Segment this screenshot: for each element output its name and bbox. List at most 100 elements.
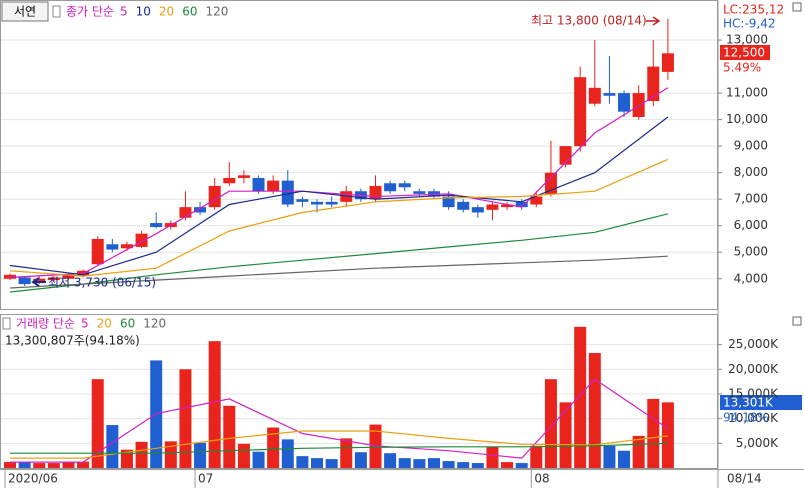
candle-body [179,207,192,218]
volume-bar [267,427,280,468]
candle-body [501,204,514,208]
max-arrow [646,16,661,26]
candle-body [91,238,104,265]
x-tick-label: 2020/06 [8,472,58,486]
min-arrow [31,277,46,287]
candle-body [194,207,207,213]
min-label: 최저 3,730 (06/15) [48,276,156,290]
x-tick-label: 08 [534,472,549,486]
candle-body [281,180,294,205]
candle-body [106,244,119,250]
checkbox[interactable] [52,5,61,18]
close-button[interactable] [792,316,802,326]
legend-item: 60 [182,5,197,19]
candle-body [208,185,221,208]
y-tick-label: 9,000 [734,139,768,153]
legend-item: 120 [205,5,228,19]
candle-body [369,185,382,200]
legend-label: 거래량 단순 [16,317,75,331]
volume-bar [661,402,674,468]
moving-average [9,87,669,278]
volume-bar [194,442,207,468]
volume-tick-label: 20,000K [728,362,779,376]
candle-body [18,277,31,285]
volume-bar [237,443,250,468]
volume-bar [486,446,499,468]
volume-bar [164,441,177,468]
volume-bar [647,398,660,468]
volume-bar [296,456,309,468]
last-date: 08/14 [727,472,762,486]
volume-bar [530,445,543,468]
title: 서연 [14,5,36,19]
candle-body [398,183,411,188]
volume-bar [574,326,587,468]
candle-body [296,199,309,202]
volume-bar [354,452,367,468]
last-volume-label: 13,301K [723,396,774,410]
candle-body [486,204,499,210]
volume-bar [384,453,397,468]
candle-body [4,274,16,279]
candle-body [618,93,631,112]
lc-label: LC:235,12 [723,3,784,17]
volume-bar [632,435,645,468]
volume-tick-label: 5,000K [736,436,779,450]
volume-bar [340,438,353,468]
last-price-label: 12,500 [723,46,765,60]
close-button[interactable] [792,2,802,12]
volume-bar [325,459,338,468]
candle-body [574,77,587,147]
title-box[interactable] [1,1,49,22]
candle-body [471,207,484,213]
volume-bar [427,458,440,468]
candle-body [530,196,543,205]
candle-body [267,180,280,192]
x-tick-label: 07 [198,472,213,486]
y-tick-label: 13,000 [726,33,768,47]
candle-body [632,93,645,117]
volume-bar [471,463,484,468]
volume-bar [106,425,119,468]
volume-moving-average [10,378,669,463]
volume-info: 13,300,807주(94.18%) [5,334,140,348]
hc-label: HC:-9,42 [723,17,776,31]
volume-bar [281,439,294,468]
candle-body [661,53,674,72]
volume-bar [62,462,75,468]
candle-body [442,196,455,208]
y-tick-label: 10,000 [726,112,768,126]
change-label: 5.49% [723,61,761,75]
moving-average [9,213,669,293]
volume-bar [223,405,236,468]
volume-bar [91,379,104,468]
legend-item: 20 [159,5,174,19]
last-volume-box [720,395,802,410]
volume-bar [442,461,455,468]
volume-bar [18,461,31,468]
legend-label: 종가 단순 [66,5,114,19]
legend-item: 120 [143,317,166,331]
volume-bar [4,462,16,468]
volume-bar [33,463,46,468]
volume-ratio-label: 94.18% [723,411,769,425]
candle-body [515,201,528,208]
volume-bar [501,462,514,468]
candle-body [413,191,426,194]
candle-body [120,244,133,249]
y-tick-label: 11,000 [726,86,768,100]
volume-bar [413,459,426,468]
volume-bar [618,450,631,468]
max-label: 최고 13,800 (08/14) [531,14,647,28]
moving-average [9,116,669,276]
volume-tick-label: 10,000K [728,411,779,425]
candle-body [603,93,616,96]
y-tick-label: 8,000 [734,165,768,179]
y-tick-label: 7,000 [734,192,768,206]
candle-body [33,278,46,283]
candle-body [237,175,250,178]
checkbox[interactable] [2,317,11,330]
candle-body [135,233,148,247]
candle-body [252,177,265,192]
